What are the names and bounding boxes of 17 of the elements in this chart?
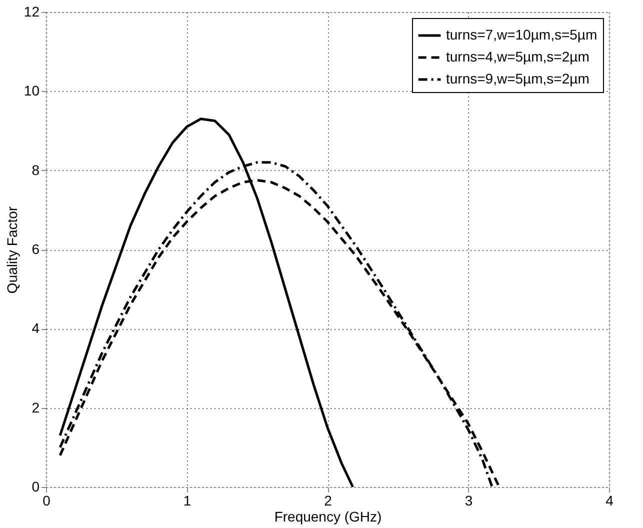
x-tick-label: 4 <box>606 492 614 508</box>
y-tick-label: 6 <box>32 241 40 257</box>
legend-label: turns=7,w=10µm,s=5µm <box>446 26 598 42</box>
x-tick-label: 3 <box>464 492 473 508</box>
y-axis-title: Quality Factor <box>4 206 20 294</box>
y-tick-label: 0 <box>32 478 40 494</box>
y-tick-label: 4 <box>32 320 40 336</box>
y-tick-label: 10 <box>24 82 40 99</box>
x-axis-title: Frequency (GHz) <box>274 508 382 524</box>
x-tick-label: 2 <box>324 492 332 508</box>
y-tick-label: 2 <box>32 399 40 416</box>
legend-label: turns=9,w=5µm,s=2µm <box>446 70 590 86</box>
x-tick-label: 1 <box>183 492 192 508</box>
legend-label: turns=4,w=5µm,s=2µm <box>446 48 590 64</box>
y-tick-label: 8 <box>32 162 40 178</box>
x-tick-label: 0 <box>42 492 51 508</box>
y-tick-label: 12 <box>24 4 40 20</box>
